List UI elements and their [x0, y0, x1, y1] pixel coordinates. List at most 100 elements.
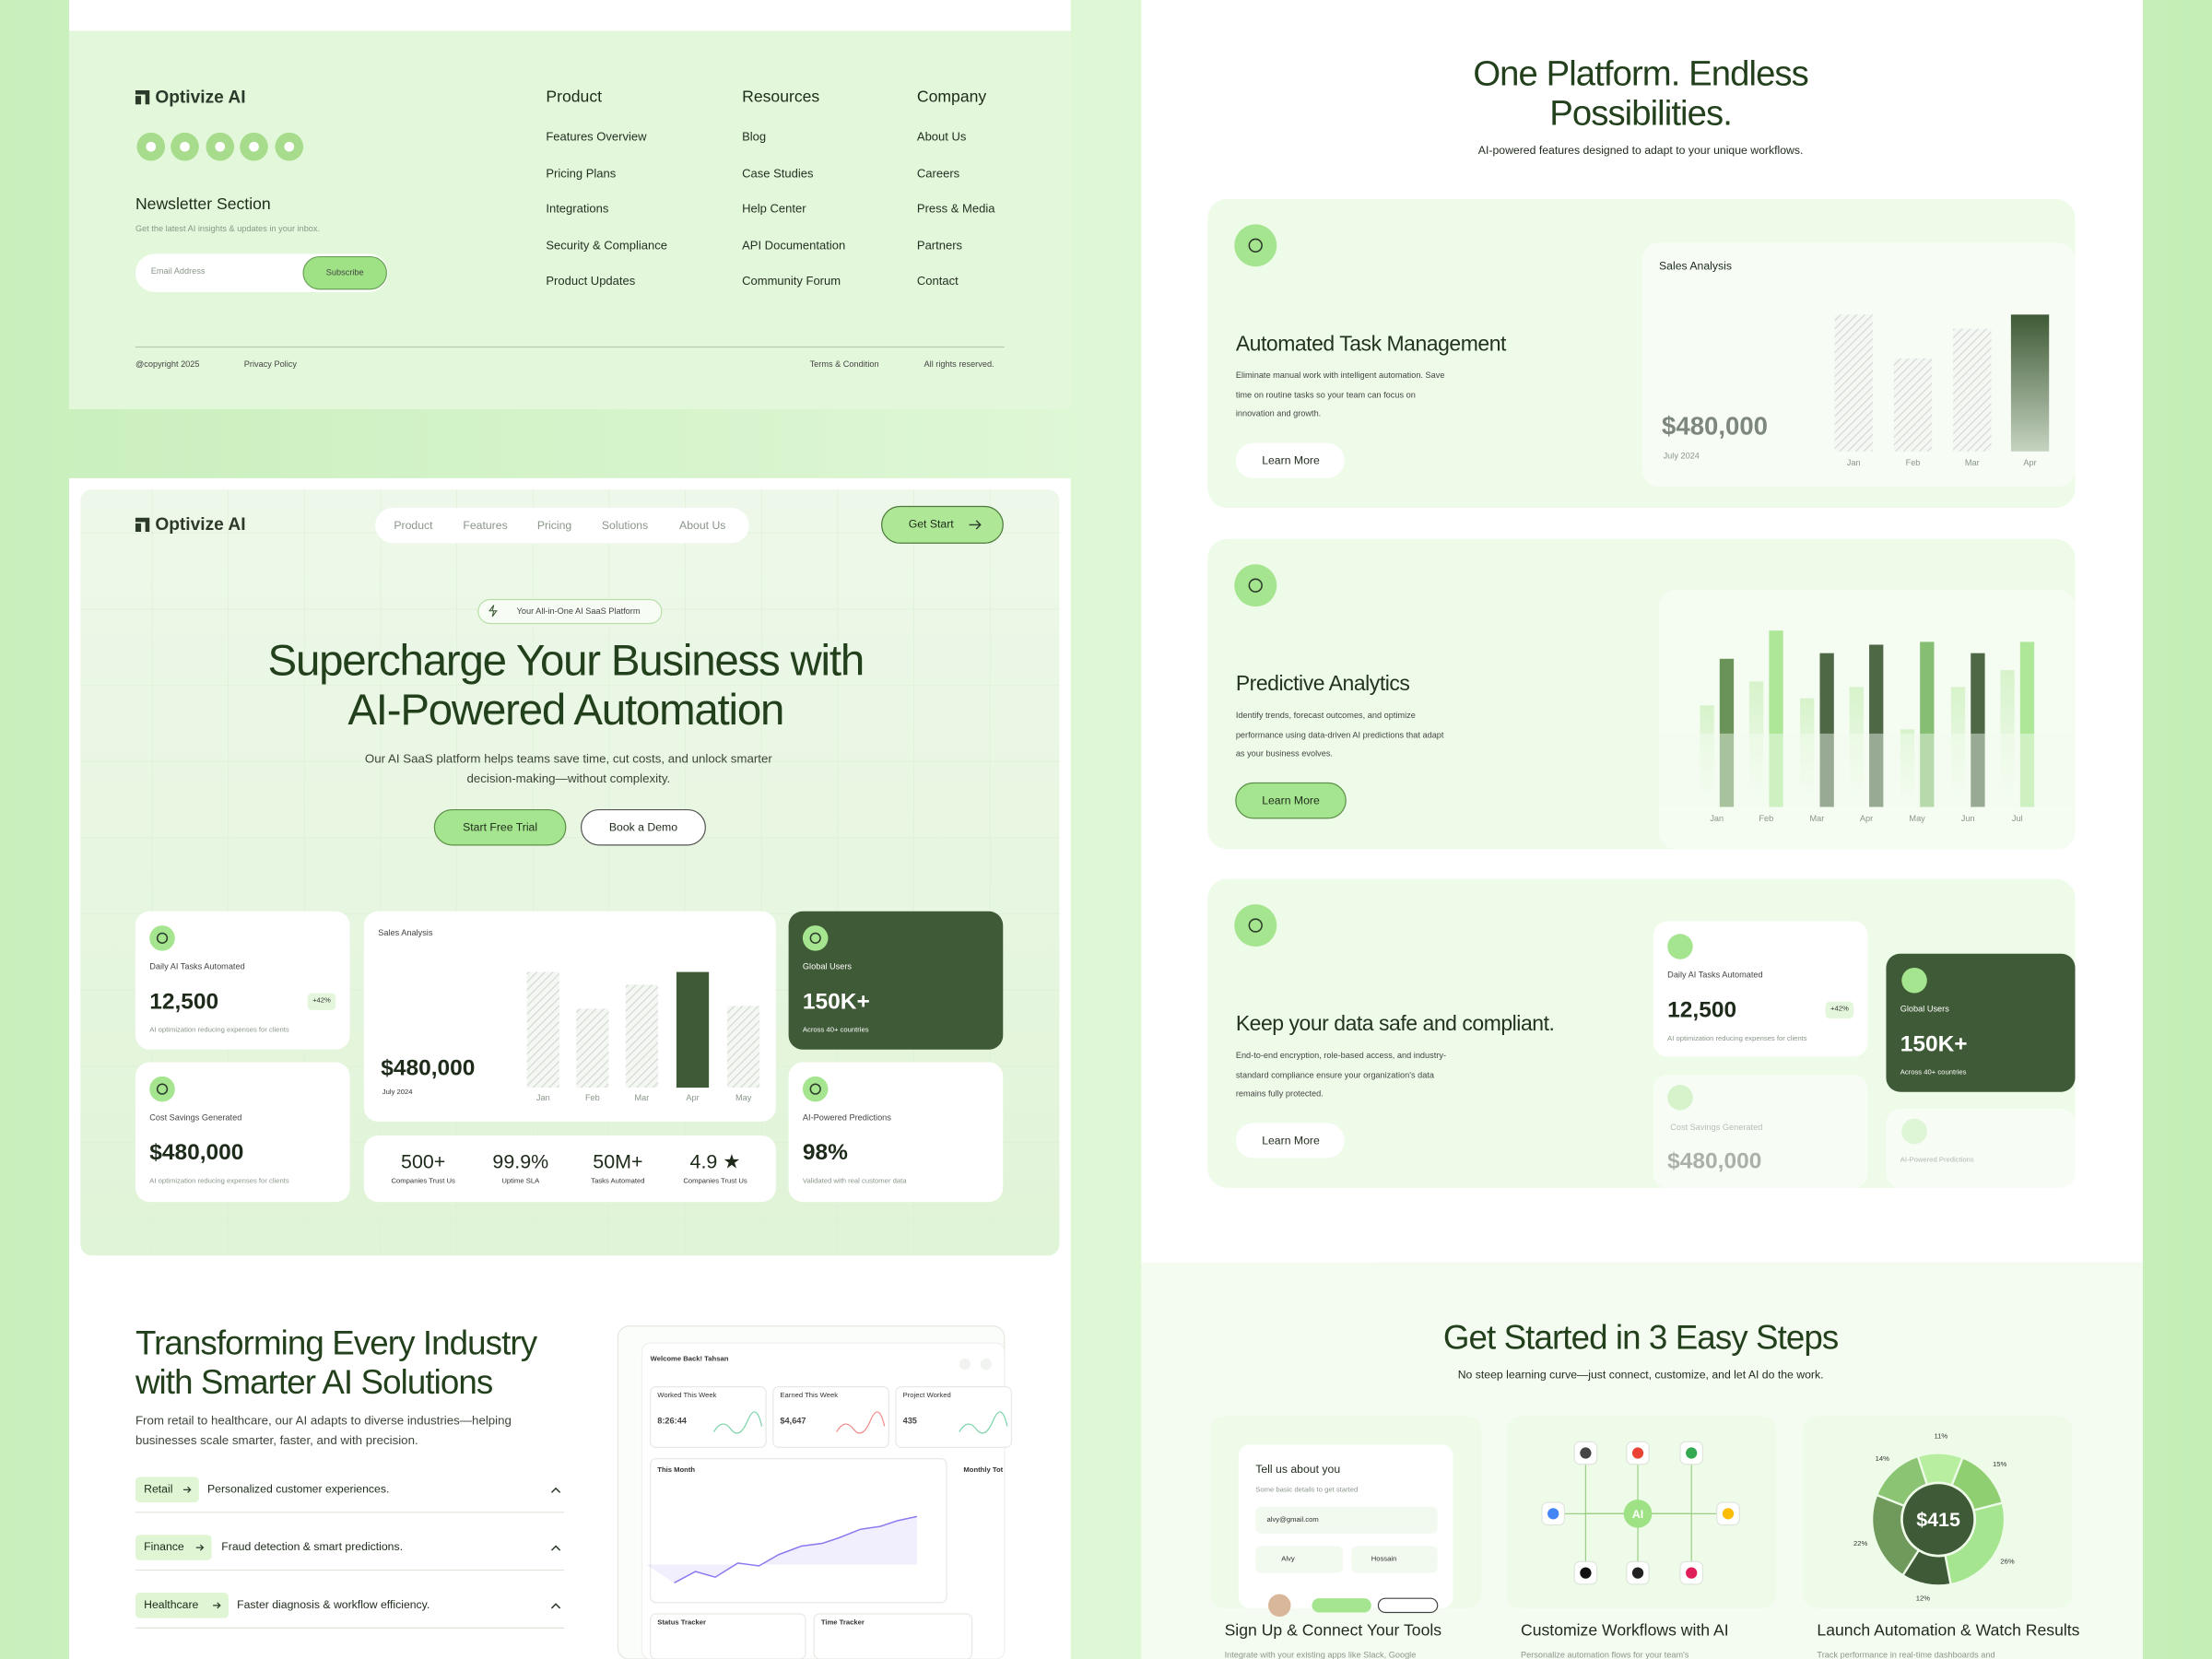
footer-link[interactable]: Contact — [916, 273, 959, 288]
footer-link[interactable]: Partners — [916, 237, 963, 252]
chevron[interactable] — [550, 1545, 561, 1551]
feature-text: remains fully protected. — [1235, 1090, 1324, 1100]
secondary-label[interactable]: Book a Demo — [608, 820, 678, 833]
column-title: Product — [546, 88, 603, 107]
app-glyph — [1547, 1508, 1559, 1520]
chart-title: Sales Analysis — [378, 929, 433, 938]
feature-text: Identify trends, forecast outcomes, and … — [1235, 712, 1416, 722]
card-label: Global Users — [802, 963, 853, 972]
hub-connector — [1638, 1512, 1692, 1573]
terms-link[interactable]: Terms & Condition — [809, 360, 879, 371]
privacy-link[interactable]: Privacy Policy — [243, 360, 297, 371]
donut-slice — [1875, 1454, 1929, 1508]
industry-tag[interactable] — [135, 1593, 229, 1618]
feature-icon — [1234, 904, 1277, 947]
bar — [1769, 630, 1783, 807]
nav-item[interactable]: Features — [463, 518, 508, 532]
step-text: Track performance in real-time dashboard… — [1817, 1652, 1995, 1659]
learn-more-label[interactable]: Learn More — [1262, 793, 1320, 806]
form-input[interactable] — [1351, 1546, 1438, 1573]
bar — [1971, 653, 1985, 807]
cta-label[interactable]: Get Start — [908, 517, 954, 531]
chart-value: $480,000 — [1662, 411, 1768, 441]
bar-background — [1748, 681, 1764, 807]
card-label: Cost Savings Generated — [1670, 1124, 1763, 1134]
subscribe-label[interactable]: Subscribe — [325, 268, 364, 277]
secondary-button[interactable] — [580, 808, 706, 846]
learn-more-button[interactable] — [1235, 782, 1347, 819]
chevron[interactable] — [550, 1603, 561, 1609]
bar — [1834, 314, 1873, 452]
dashboard-monthly: Monthly Tot — [963, 1466, 1004, 1476]
donut-center: $415 — [1916, 1508, 1960, 1531]
form-input[interactable] — [1255, 1506, 1438, 1534]
subscribe-button[interactable] — [302, 255, 387, 290]
learn-more-button[interactable] — [1235, 1123, 1345, 1159]
copyright: @copyright 2025 — [135, 360, 200, 371]
footer-link[interactable]: Security & Compliance — [546, 237, 667, 252]
feature-title: Keep your data safe and compliant. — [1235, 1012, 1555, 1037]
section-title: with Smarter AI Solutions — [135, 1364, 493, 1403]
industry-tag[interactable] — [135, 1477, 199, 1503]
sales-card — [363, 911, 776, 1122]
x-tick-label: Mar — [634, 1094, 650, 1103]
footer-link[interactable]: Help Center — [742, 201, 806, 216]
bar-background — [1800, 698, 1815, 807]
learn-more-label[interactable]: Learn More — [1262, 1133, 1320, 1147]
card-icon — [802, 1076, 829, 1102]
bar — [727, 1006, 760, 1088]
feature-text: End-to-end encryption, role-based access… — [1235, 1052, 1447, 1062]
x-tick-label: Jan — [1710, 815, 1724, 824]
footer-link[interactable]: Press & Media — [916, 201, 995, 216]
stat-value: 50M+ — [593, 1149, 643, 1172]
form-input[interactable] — [1255, 1546, 1344, 1573]
dashboard-time: Time Tracker — [820, 1618, 865, 1628]
feature-title: Predictive Analytics — [1235, 672, 1410, 697]
donut-hole — [1902, 1484, 1974, 1555]
x-tick-label: Jul — [2011, 815, 2023, 824]
chevron[interactable] — [550, 1487, 561, 1493]
stat-label: Companies Trust Us — [391, 1177, 455, 1186]
industry-tag-label[interactable]: Healthcare — [144, 1598, 199, 1611]
footer-link[interactable]: Community Forum — [742, 273, 841, 288]
nav-item[interactable]: About Us — [679, 518, 726, 532]
chart-fade — [1658, 733, 2076, 807]
tag-arrow — [182, 1486, 192, 1493]
industry-tag[interactable] — [135, 1535, 212, 1560]
x-tick-label: Jan — [535, 1094, 550, 1103]
footer-link[interactable]: Case Studies — [742, 165, 814, 180]
footer-link[interactable]: Blog — [742, 129, 767, 144]
stat-value: 99.9% — [492, 1149, 549, 1172]
x-tick-label: Apr — [686, 1094, 700, 1103]
hero-title: Supercharge Your Business with — [267, 635, 865, 686]
industry-tag-label[interactable]: Finance — [144, 1540, 184, 1554]
badge-label: Your All-in-One AI SaaS Platform — [516, 606, 641, 617]
card-label: Global Users — [1900, 1006, 1949, 1015]
badge — [477, 598, 663, 625]
learn-more-label[interactable]: Learn More — [1262, 453, 1320, 466]
primary-label[interactable]: Start Free Trial — [463, 820, 538, 833]
cta-button[interactable] — [881, 505, 1004, 544]
chart-title: Sales Analysis — [1658, 259, 1732, 273]
nav-item[interactable]: Pricing — [536, 518, 572, 532]
footer-link[interactable]: About Us — [916, 129, 967, 144]
footer-link[interactable]: Features Overview — [546, 129, 647, 144]
bar — [1893, 358, 1933, 452]
footer-link[interactable]: Careers — [916, 165, 960, 180]
footer-link[interactable]: Integrations — [546, 201, 609, 216]
footer-link[interactable]: Pricing Plans — [546, 165, 617, 180]
nav-item[interactable]: Product — [394, 518, 433, 532]
top-strip — [68, 0, 1071, 31]
bar-background — [1849, 687, 1864, 807]
primary-button[interactable] — [433, 808, 567, 846]
form-email: alvy@gmail.com — [1266, 1515, 1319, 1524]
footer-link[interactable]: Product Updates — [546, 273, 636, 288]
learn-more-button[interactable] — [1235, 442, 1345, 478]
badge-icon — [488, 605, 498, 618]
social-glyph — [249, 141, 259, 152]
footer-link[interactable]: API Documentation — [742, 237, 846, 252]
industry-tag-label[interactable]: Retail — [144, 1482, 173, 1496]
form-subtitle: Some basic details to get started — [1255, 1486, 1359, 1495]
nav-item[interactable]: Solutions — [601, 518, 649, 532]
newsletter-text: Get the latest AI insights & updates in … — [135, 225, 321, 235]
